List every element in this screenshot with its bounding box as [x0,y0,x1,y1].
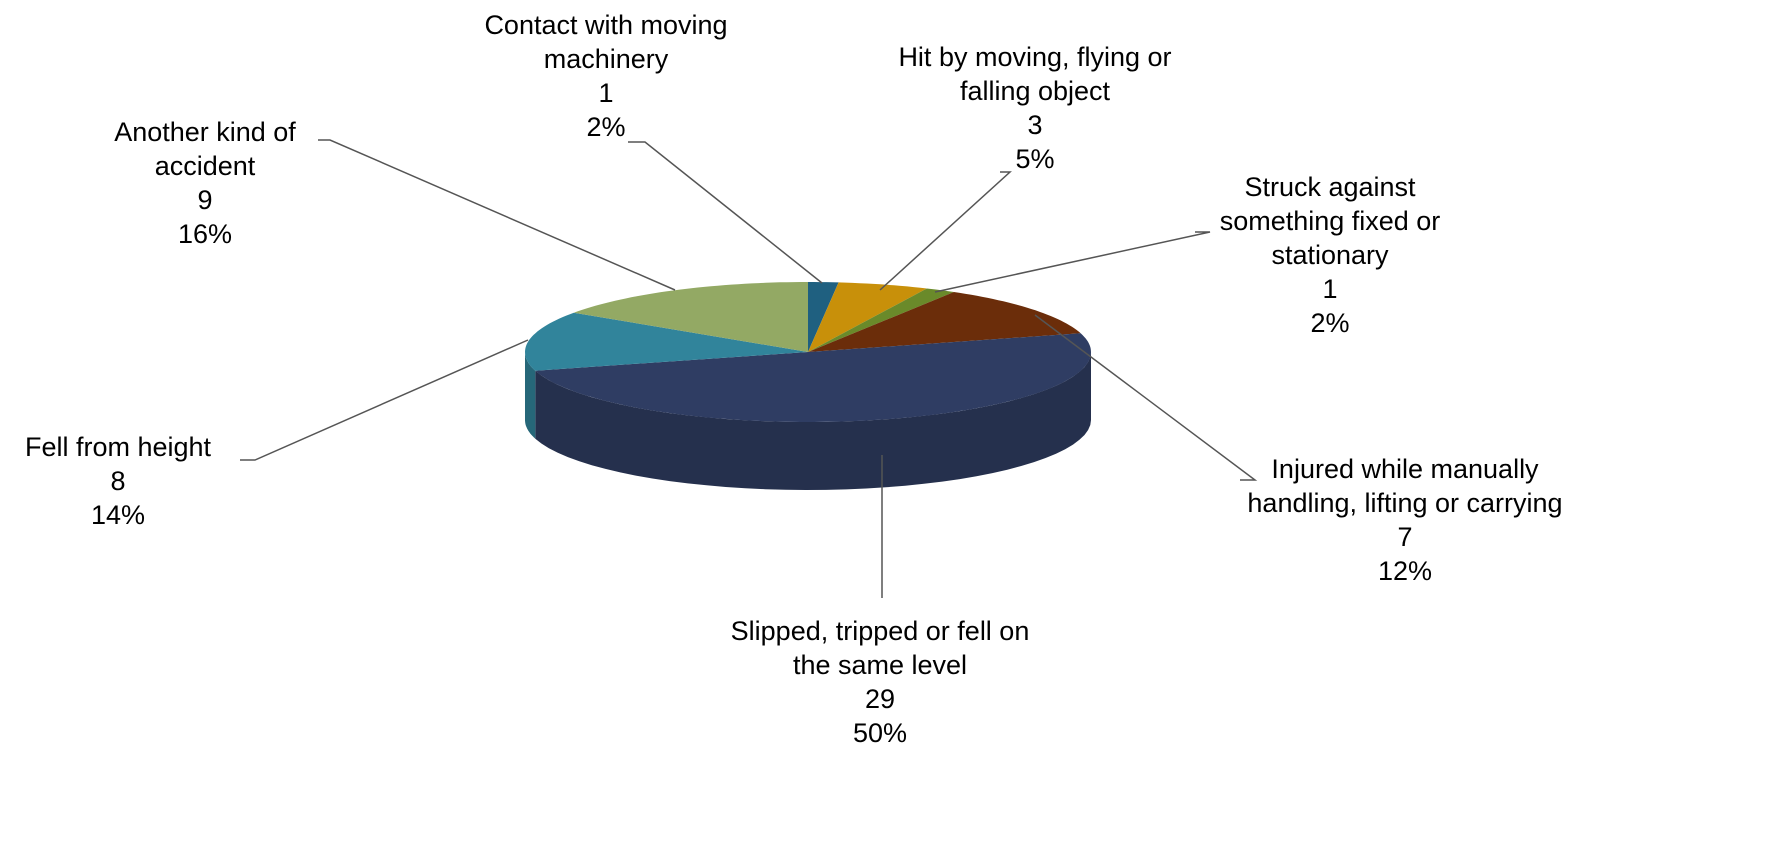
pie-slice-side [535,352,1091,490]
value-label: 7 [1397,522,1413,552]
percent-label: 2% [1310,308,1350,338]
category-label: Fell from height [24,432,212,462]
category-label: Another kind of accident [114,117,296,181]
percent-label: 14% [90,500,146,530]
pie-slice [808,288,954,352]
data-label: Hit by moving, flying or falling object 3… [870,40,1200,176]
leader-line [1034,314,1258,481]
leader-line [934,231,1211,293]
pie-slice [525,312,808,371]
data-label: Contact with moving machinery 1 2% [456,8,756,144]
pie-slice [808,282,839,352]
leader-line [240,339,529,461]
pie-slice [808,292,1081,352]
data-label: Another kind of accident 9 16% [85,115,325,251]
pie-slice [535,333,1091,422]
value-label: 3 [1027,110,1043,140]
category-label: Slipped, tripped or fell on the same lev… [730,616,1030,680]
leader-line [879,171,1012,291]
percent-label: 16% [177,219,233,249]
data-label: Fell from height 8 14% [0,430,238,532]
category-label: Injured while manually handling, lifting… [1247,454,1563,518]
value-label: 8 [110,466,126,496]
pie-slice [808,282,927,352]
pie-slice [573,282,808,352]
percent-label: 12% [1377,556,1433,586]
category-label: Struck against something fixed or statio… [1219,172,1441,270]
data-label: Slipped, tripped or fell on the same lev… [715,614,1045,750]
category-label: Contact with moving machinery [484,10,728,74]
percent-label: 50% [852,718,908,748]
value-label: 1 [598,78,614,108]
leader-line [318,139,676,291]
category-label: Hit by moving, flying or falling object [898,42,1172,106]
data-label: Struck against something fixed or statio… [1185,170,1475,340]
value-label: 1 [1322,274,1338,304]
percent-label: 2% [586,112,626,142]
data-label: Injured while manually handling, lifting… [1240,452,1570,588]
percent-label: 5% [1015,144,1055,174]
pie-slice-side [525,352,536,439]
value-label: 29 [864,684,896,714]
value-label: 9 [197,185,213,215]
leader-line [628,141,823,284]
